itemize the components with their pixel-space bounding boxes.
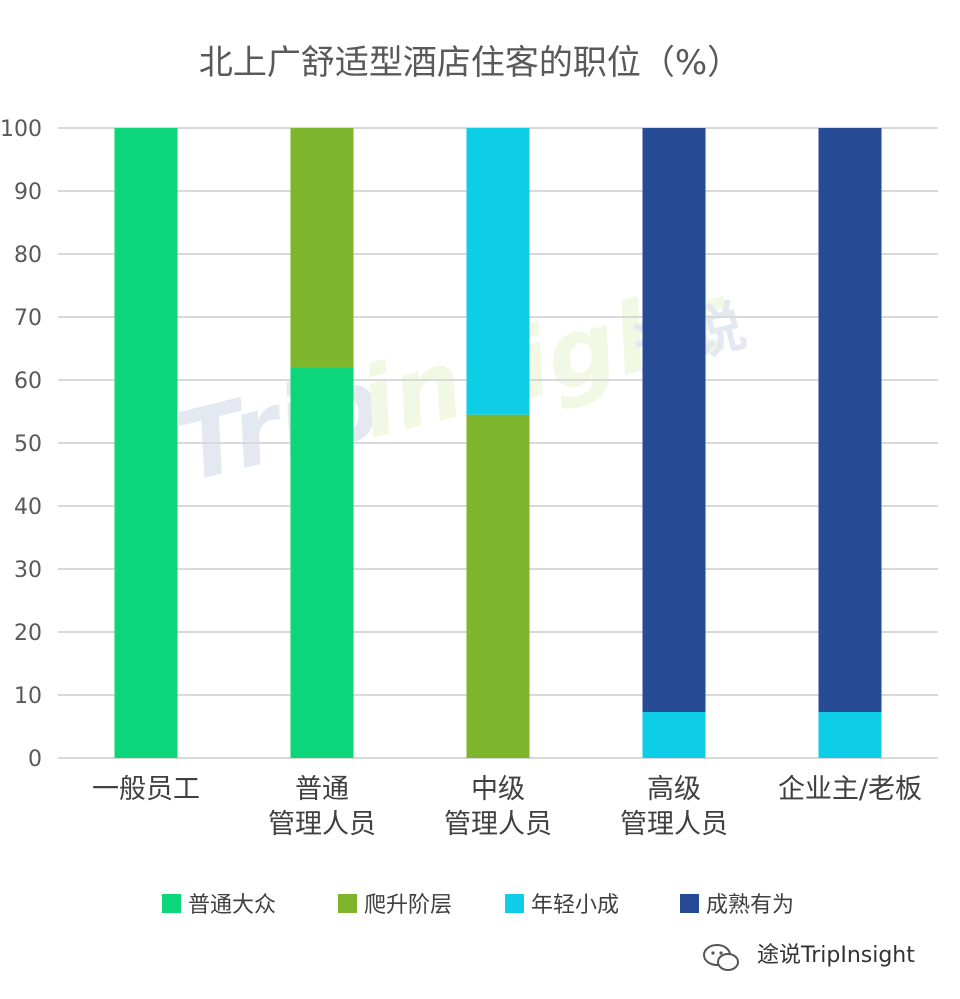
- legend: 普通大众 爬升阶层 年轻小成 成熟有为: [162, 893, 794, 918]
- x-tick-label: 中级: [471, 774, 525, 805]
- y-tick-label: 50: [14, 432, 42, 457]
- legend-swatch: [338, 894, 357, 913]
- legend-item: 年轻小成: [505, 893, 619, 918]
- y-tick-label: 40: [14, 495, 42, 520]
- bar-segment: [290, 367, 354, 758]
- y-tick-label: 10: [14, 684, 42, 709]
- y-tick-label: 0: [28, 747, 42, 772]
- bar-segment: [642, 712, 706, 758]
- x-tick-label: 一般员工: [92, 774, 200, 805]
- bar-segment: [114, 128, 178, 758]
- x-tick-label: 企业主/老板: [778, 774, 922, 805]
- x-tick-label: 高级: [647, 774, 701, 805]
- y-tick-label: 90: [14, 180, 42, 205]
- legend-item: 爬升阶层: [338, 893, 452, 918]
- y-tick-label: 70: [14, 306, 42, 331]
- legend-label: 普通大众: [188, 893, 276, 918]
- bar-segment: [290, 128, 354, 368]
- y-tick-label: 20: [14, 621, 42, 646]
- legend-label: 年轻小成: [531, 893, 619, 918]
- wechat-icon: [703, 944, 739, 971]
- legend-item: 成熟有为: [680, 893, 794, 918]
- legend-swatch: [162, 894, 181, 913]
- x-tick-label: 管理人员: [620, 809, 728, 840]
- x-tick-label: 管理人员: [268, 809, 376, 840]
- bar-segment: [466, 414, 530, 758]
- legend-swatch: [505, 894, 524, 913]
- watermark-credit-text: 途说TripInsight: [757, 943, 915, 968]
- y-tick-label: 30: [14, 558, 42, 583]
- legend-item: 普通大众: [162, 893, 276, 918]
- x-tick-label: 普通: [295, 774, 349, 805]
- bar-segment: [642, 128, 706, 713]
- y-tick-label: 60: [14, 369, 42, 394]
- watermark-credit: 途说TripInsight: [703, 943, 915, 971]
- bars: [114, 128, 882, 758]
- legend-label: 爬升阶层: [364, 893, 452, 918]
- bar-segment: [818, 128, 882, 713]
- legend-swatch: [680, 894, 699, 913]
- legend-label: 成熟有为: [706, 893, 794, 918]
- bar-segment: [818, 712, 882, 758]
- y-tick-label: 100: [0, 117, 42, 142]
- y-axis: 0 10 20 30 40 50 60 70 80 90 100: [0, 117, 42, 772]
- bar-segment: [466, 128, 530, 415]
- y-tick-label: 80: [14, 243, 42, 268]
- x-tick-label: 管理人员: [444, 809, 552, 840]
- chart-title: 北上广舒适型酒店住客的职位（%）: [199, 43, 741, 83]
